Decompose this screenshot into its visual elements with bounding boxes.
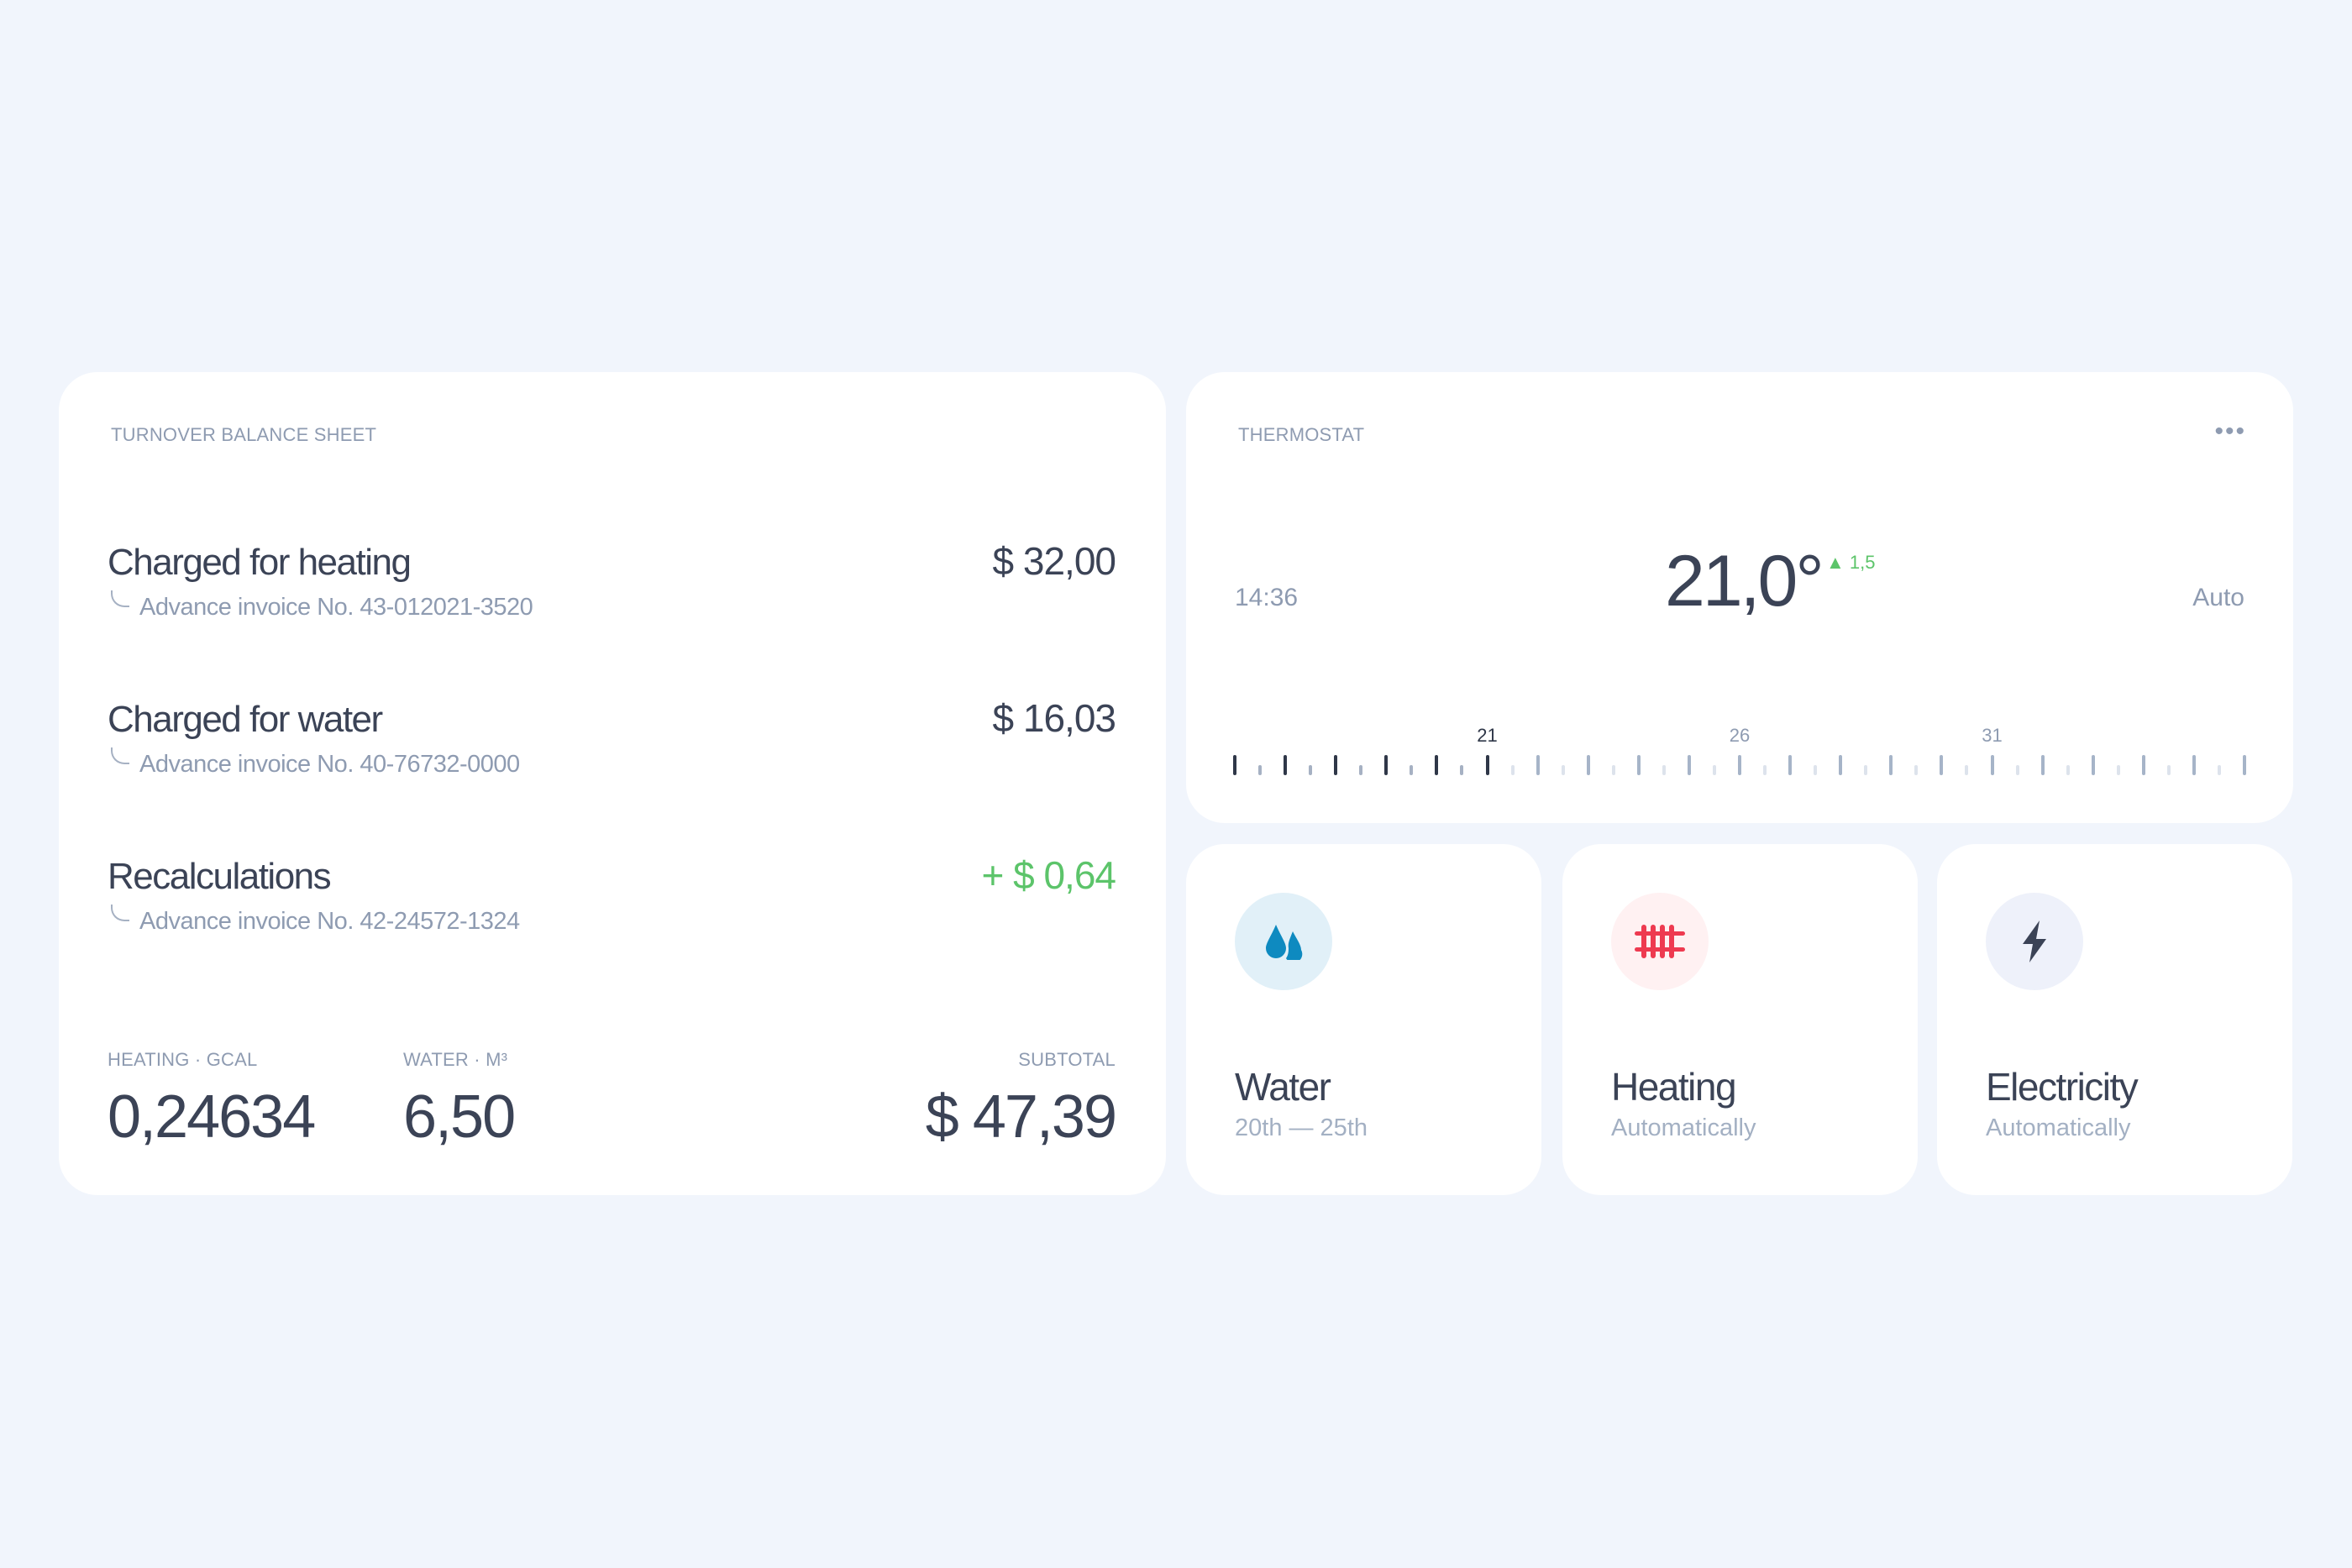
heating-value: 0,24634 xyxy=(108,1083,316,1151)
scale-minor-tick xyxy=(2015,765,2019,775)
scale-minor-tick xyxy=(2066,765,2070,775)
tile-heating[interactable]: Heating Automatically xyxy=(1562,844,1918,1195)
scale-minor-tick xyxy=(1814,765,1818,775)
subtotal-label: SUBTOTAL xyxy=(1018,1049,1116,1070)
thermostat-title: THERMOSTAT xyxy=(1238,424,1365,445)
scale-major-tick xyxy=(1788,755,1793,775)
scale-minor-tick xyxy=(2116,765,2120,775)
tile-detail: 20th — 25th xyxy=(1235,1114,1368,1141)
thermostat-card: THERMOSTAT ••• 14:36 21,0° ▲ 1,5 Auto 21… xyxy=(1186,372,2293,823)
scale-major-tick xyxy=(1586,755,1590,775)
scale-major-tick xyxy=(1334,755,1338,775)
scale-minor-tick xyxy=(1510,765,1515,775)
scale-minor-tick xyxy=(1662,765,1666,775)
sub-arrow-icon xyxy=(111,747,129,764)
temperature-scale-slider[interactable]: 21 26 31 xyxy=(1233,725,2246,775)
water-label: WATER · M³ xyxy=(403,1049,508,1070)
scale-minor-tick xyxy=(2217,765,2221,775)
scale-major-tick xyxy=(1990,755,1994,775)
scale-major-tick xyxy=(1485,755,1489,775)
balance-sheet-card: TURNOVER BALANCE SHEET Charged for heati… xyxy=(59,372,1166,1195)
row-invoice: Advance invoice No. 40-76732-0000 xyxy=(139,751,520,778)
heating-label: HEATING · GCAL xyxy=(108,1049,258,1070)
scale-minor-tick xyxy=(1460,765,1464,775)
scale-major-tick xyxy=(1435,755,1439,775)
scale-major-tick xyxy=(2192,755,2196,775)
scale-major-tick xyxy=(1536,755,1540,775)
row-amount: $ 32,00 xyxy=(992,539,1116,583)
scale-label: 26 xyxy=(1729,725,1751,746)
scale-major-tick xyxy=(2243,755,2246,775)
scale-label: 31 xyxy=(1982,725,2003,746)
balance-title: TURNOVER BALANCE SHEET xyxy=(111,424,377,445)
row-amount: $ 16,03 xyxy=(992,696,1116,740)
scale-minor-tick xyxy=(1561,765,1565,775)
scale-major-tick xyxy=(2141,755,2145,775)
scale-major-tick xyxy=(1636,755,1641,775)
subtotal-value: $ 47,39 xyxy=(925,1083,1117,1151)
scale-major-tick xyxy=(2091,755,2095,775)
balance-row-water[interactable]: Charged for water Advance invoice No. 40… xyxy=(108,696,1116,791)
scale-minor-tick xyxy=(1611,765,1615,775)
scale-major-tick xyxy=(1687,755,1691,775)
balance-row-heating[interactable]: Charged for heating Advance invoice No. … xyxy=(108,539,1116,634)
tile-detail: Automatically xyxy=(1986,1114,2131,1141)
tile-electricity[interactable]: Electricity Automatically xyxy=(1937,844,2292,1195)
row-title: Charged for water xyxy=(108,699,383,740)
scale-major-tick xyxy=(2040,755,2045,775)
row-title: Charged for heating xyxy=(108,542,412,583)
scale-major-tick xyxy=(1839,755,1843,775)
lightning-icon xyxy=(1986,893,2083,990)
tile-detail: Automatically xyxy=(1611,1114,1756,1141)
subtotal: SUBTOTAL $ 47,39 xyxy=(925,1049,1117,1151)
thermostat-time: 14:36 xyxy=(1235,584,1299,611)
thermostat-temperature: 21,0° xyxy=(1665,541,1824,621)
row-amount: + $ 0,64 xyxy=(981,853,1116,897)
scale-major-tick xyxy=(1940,755,1944,775)
heating-total: HEATING · GCAL 0,24634 xyxy=(108,1049,316,1151)
scale-major-tick xyxy=(1233,755,1236,775)
tile-name: Heating xyxy=(1611,1065,1737,1109)
scale-major-tick xyxy=(1284,755,1288,775)
tile-name: Electricity xyxy=(1986,1065,2139,1109)
scale-label: 21 xyxy=(1477,725,1498,746)
water-total: WATER · M³ 6,50 xyxy=(403,1049,516,1151)
tile-name: Water xyxy=(1235,1065,1331,1109)
scale-minor-tick xyxy=(1309,765,1313,775)
sub-arrow-icon xyxy=(111,590,129,607)
water-value: 6,50 xyxy=(403,1083,516,1151)
scale-minor-tick xyxy=(2166,765,2171,775)
row-invoice: Advance invoice No. 43-012021-3520 xyxy=(139,594,533,621)
scale-major-tick xyxy=(1384,755,1389,775)
scale-minor-tick xyxy=(1914,765,1919,775)
tile-water[interactable]: Water 20th — 25th xyxy=(1186,844,1541,1195)
water-drops-icon xyxy=(1235,893,1332,990)
scale-major-tick xyxy=(1889,755,1893,775)
temperature-delta: ▲ 1,5 xyxy=(1826,552,1876,573)
scale-minor-tick xyxy=(1864,765,1868,775)
thermostat-mode[interactable]: Auto xyxy=(2192,584,2244,611)
scale-minor-tick xyxy=(1712,765,1716,775)
balance-row-recalculations[interactable]: Recalculations Advance invoice No. 42-24… xyxy=(108,853,1116,948)
scale-major-tick xyxy=(1738,755,1741,775)
radiator-icon xyxy=(1611,893,1709,990)
scale-minor-tick xyxy=(1258,765,1263,775)
more-horizontal-icon[interactable]: ••• xyxy=(2214,417,2246,445)
scale-minor-tick xyxy=(1763,765,1767,775)
scale-minor-tick xyxy=(1410,765,1414,775)
scale-minor-tick xyxy=(1359,765,1363,775)
row-title: Recalculations xyxy=(108,856,332,897)
row-invoice: Advance invoice No. 42-24572-1324 xyxy=(139,908,520,935)
scale-minor-tick xyxy=(1965,765,1969,775)
sub-arrow-icon xyxy=(111,905,129,921)
